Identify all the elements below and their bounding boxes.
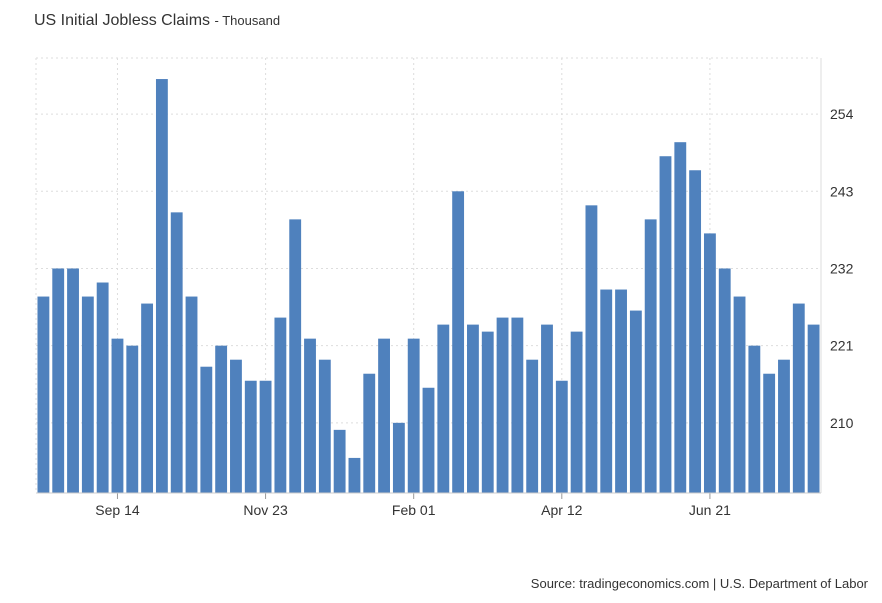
axes: 210 221 232 243 254 Sep 14 Nov 23 Feb 01 Apr 12 J… [36, 106, 854, 518]
bar [37, 296, 50, 493]
bar [452, 191, 465, 493]
bar [422, 387, 435, 493]
bar [200, 366, 213, 493]
x-tick-label: Sep 14 [95, 502, 140, 518]
bar [807, 324, 820, 493]
bar [111, 338, 124, 493]
bar [96, 282, 109, 493]
chart-title-main: US Initial Jobless Claims [34, 12, 211, 29]
bar [274, 317, 287, 493]
y-tick-label: 232 [830, 260, 854, 276]
bar [259, 380, 272, 493]
chart-title-unit: - Thousand [214, 13, 281, 28]
bar [541, 324, 553, 493]
bar [333, 429, 346, 493]
bar [718, 268, 731, 493]
bar [67, 268, 79, 493]
bar [526, 359, 539, 493]
bar [467, 324, 479, 493]
x-tick-label: Jun 21 [689, 502, 731, 518]
bar [407, 338, 420, 493]
y-tick-label: 243 [830, 183, 854, 199]
bar [155, 79, 168, 493]
bar [674, 142, 687, 493]
x-tick-label: Feb 01 [392, 502, 436, 518]
bar [659, 156, 672, 493]
bar [511, 317, 524, 493]
bar [644, 219, 657, 493]
bar [570, 331, 583, 493]
x-tick-label: Apr 12 [541, 502, 582, 518]
bar [496, 317, 509, 493]
bar [703, 233, 716, 493]
bar [378, 338, 390, 493]
y-tick-label: 221 [830, 338, 854, 354]
bar [348, 457, 361, 493]
bar [792, 303, 805, 493]
bar [392, 422, 405, 493]
bar [763, 373, 776, 493]
bars [37, 79, 820, 494]
bar [230, 359, 242, 493]
bar [141, 303, 154, 493]
bar [81, 296, 94, 493]
bar [733, 296, 746, 493]
bar [585, 205, 598, 493]
bar [170, 212, 183, 493]
bar [185, 296, 198, 493]
bar [748, 345, 761, 493]
bar [481, 331, 494, 493]
bar [629, 310, 642, 493]
bar [363, 373, 376, 493]
bar [244, 380, 257, 493]
bar [304, 338, 316, 493]
source-note: Source: tradingeconomics.com | U.S. Depa… [530, 576, 868, 591]
bar [52, 268, 65, 493]
x-tick-label: Nov 23 [243, 502, 288, 518]
bar [689, 170, 702, 494]
bar [318, 359, 331, 493]
bar [778, 359, 790, 493]
bar [615, 289, 627, 493]
chart-title: US Initial Jobless Claims - Thousand [34, 12, 280, 30]
bar [126, 345, 139, 493]
y-tick-label: 254 [830, 106, 854, 122]
bar [215, 345, 228, 493]
bar [289, 219, 302, 493]
y-tick-label: 210 [830, 415, 854, 431]
bar [437, 324, 450, 493]
bar [600, 289, 613, 493]
bar [555, 380, 568, 493]
